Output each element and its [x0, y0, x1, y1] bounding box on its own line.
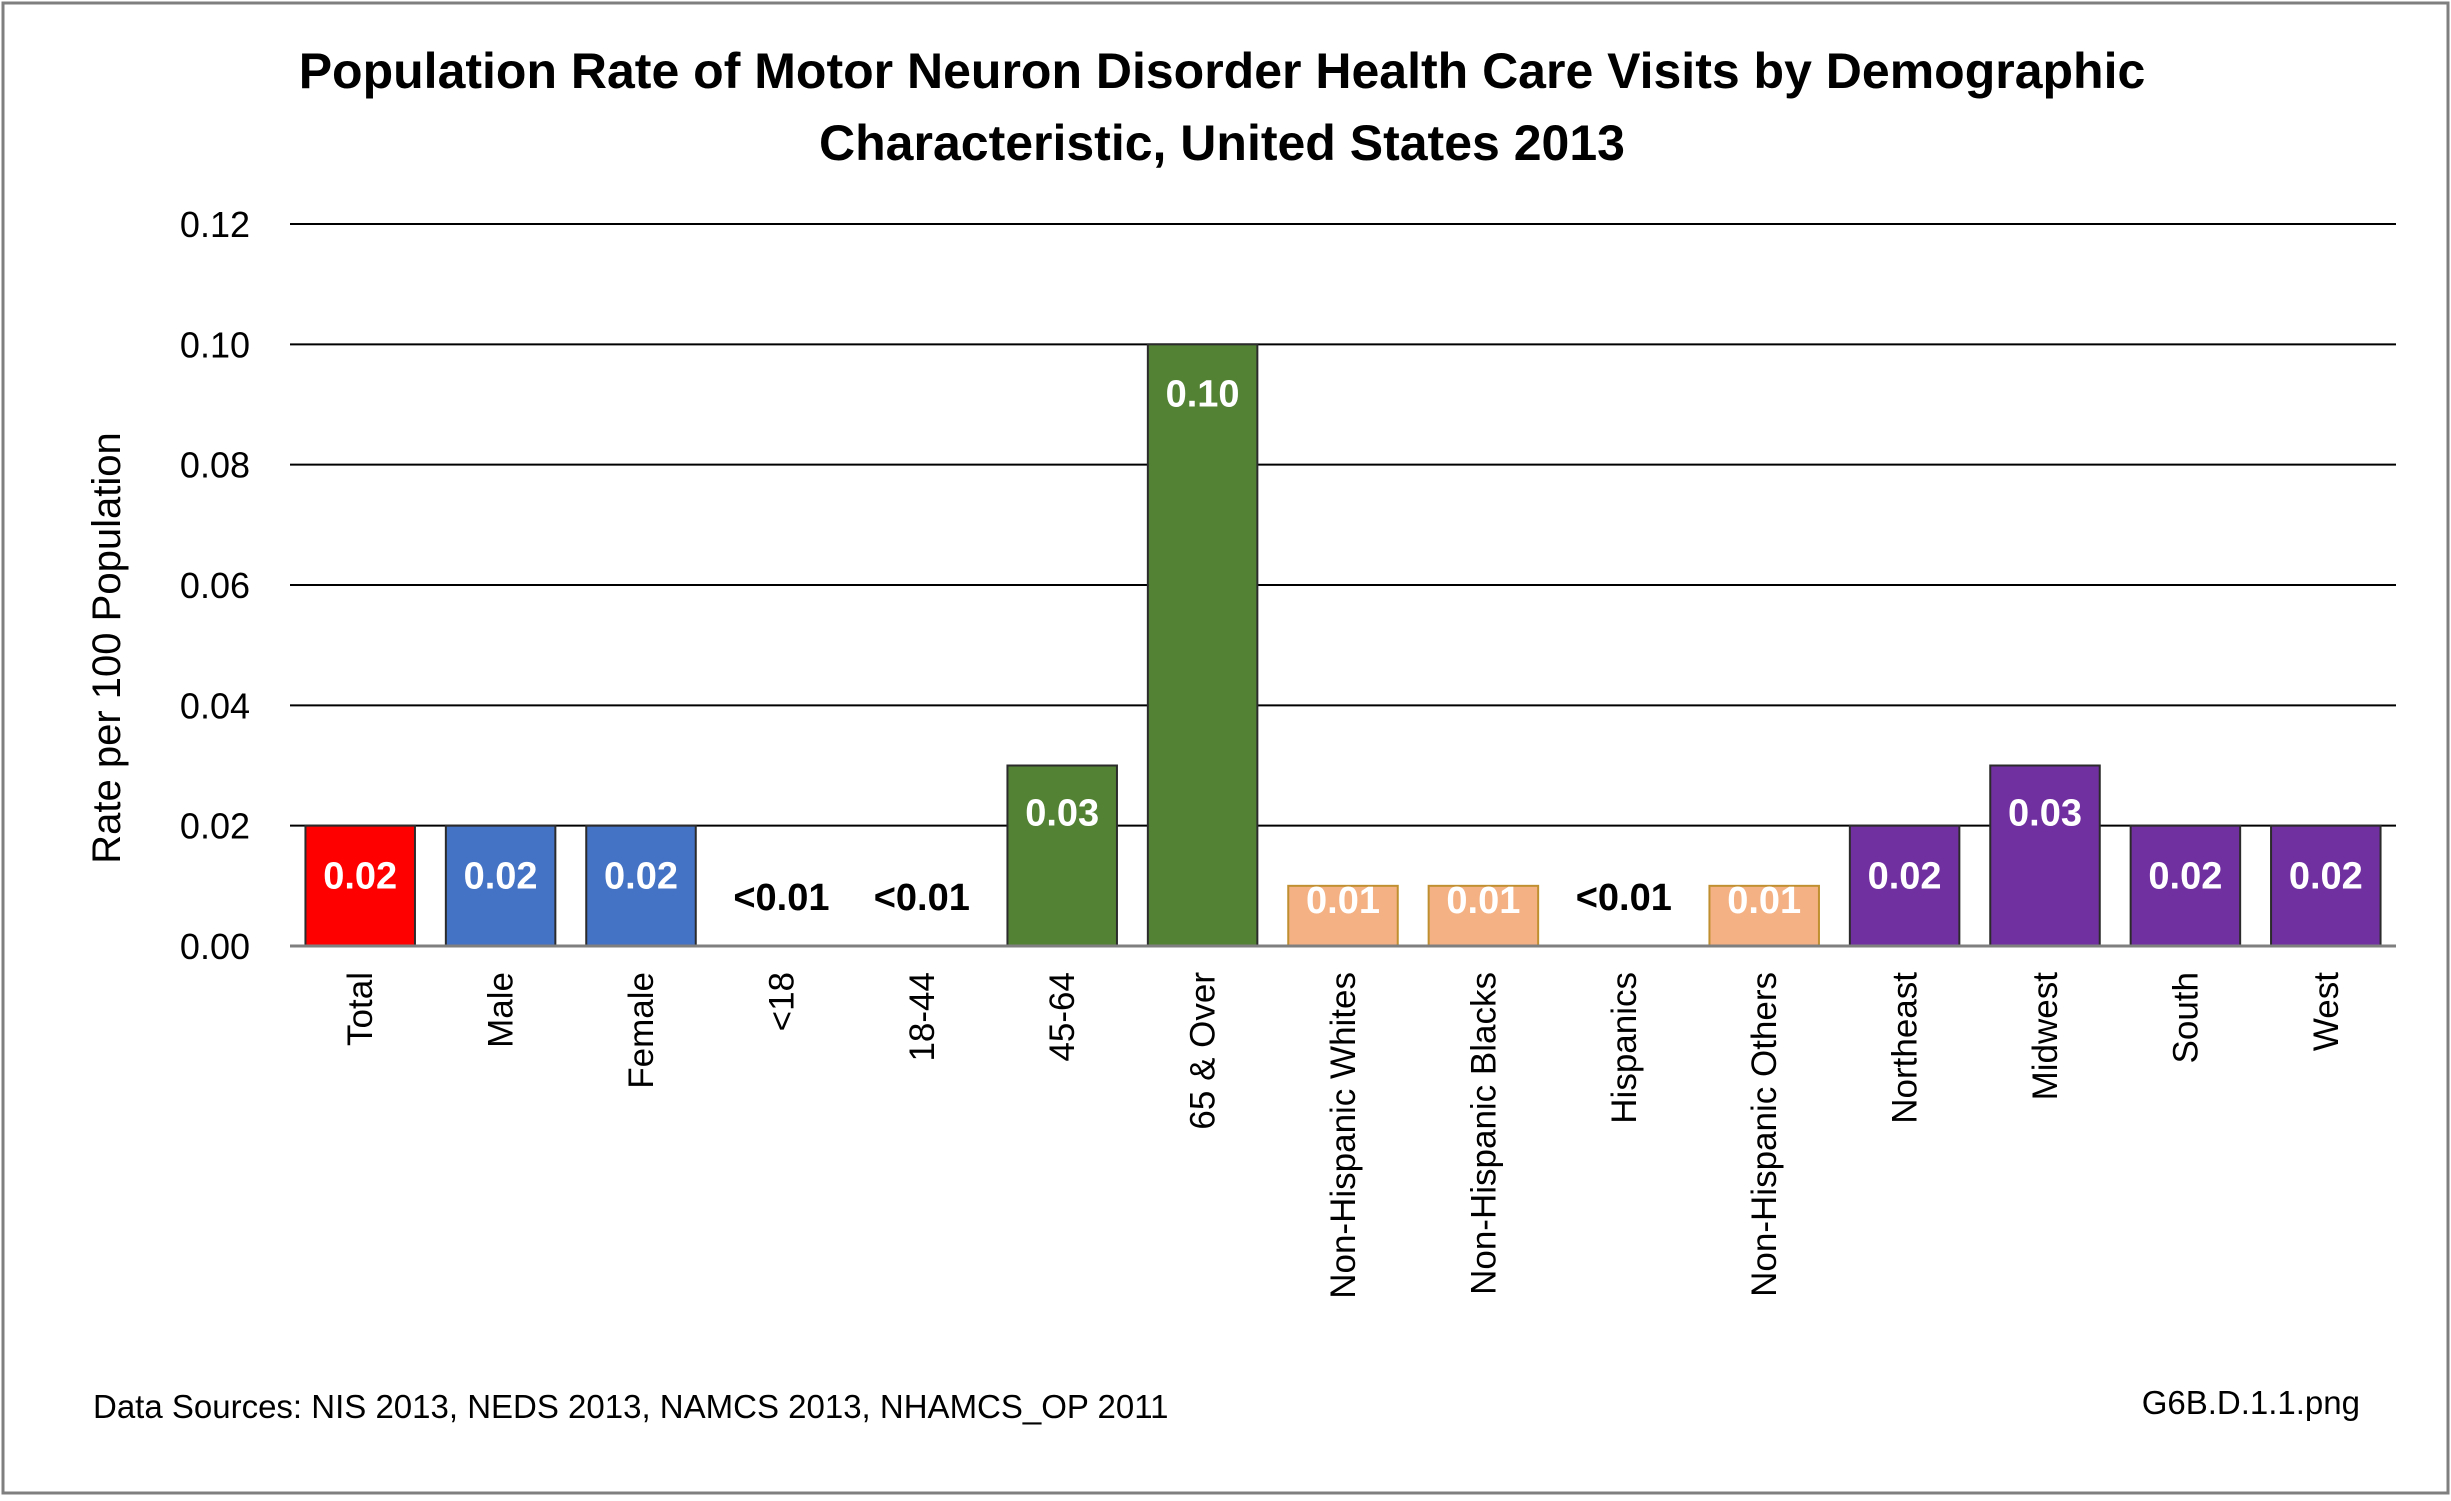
y-axis-label: Rate per 100 Population [85, 432, 129, 863]
x-tick-label: 65 & Over [1184, 972, 1223, 1130]
data-label: 0.02 [464, 856, 538, 898]
chart-title-line: Population Rate of Motor Neuron Disorder… [299, 43, 2146, 99]
bar [304, 824, 416, 948]
x-axis-ticks: Total Male Female <18 18-44 45-64 65 & Over Non… [341, 972, 2346, 1299]
bar [1427, 884, 1540, 947]
y-tick-label: 0.00 [180, 926, 250, 967]
x-tick-label: <18 [762, 972, 801, 1031]
data-label: 0.10 [1166, 373, 1240, 415]
data-label: <0.01 [733, 877, 829, 919]
x-tick-label: West [2307, 972, 2346, 1051]
y-tick-label: 0.10 [180, 324, 250, 365]
y-tick-label: 0.08 [180, 445, 250, 486]
x-tick-label: 45-64 [1043, 972, 1082, 1062]
y-axis-ticks: 0.00 0.02 0.04 0.06 0.08 0.10 0.12 [180, 204, 250, 967]
data-label: 0.01 [1446, 880, 1520, 922]
x-tick-label: Non-Hispanic Blacks [1464, 972, 1503, 1295]
x-tick-label: Hispanics [1605, 972, 1644, 1124]
x-tick-label: Non-Hispanic Whites [1324, 972, 1363, 1299]
data-label: 0.02 [2289, 856, 2363, 898]
x-tick-label: Midwest [2026, 972, 2065, 1101]
bars [304, 343, 2382, 948]
bar [1287, 884, 1399, 947]
data-labels: 0.02 0.02 0.02 <0.01 <0.01 0.03 0.10 0.01 0.01 <0… [323, 373, 2363, 922]
y-tick-label: 0.02 [180, 806, 250, 847]
chart-title: Population Rate of Motor Neuron Disorder… [299, 43, 2146, 171]
y-tick-label: 0.06 [180, 565, 250, 606]
x-tick-label: Total [341, 972, 380, 1046]
data-label: 0.02 [604, 856, 678, 898]
bar [1708, 884, 1820, 947]
x-tick-label: Northeast [1886, 972, 1925, 1124]
data-label: <0.01 [1576, 877, 1672, 919]
data-label: 0.02 [323, 856, 397, 898]
bar [2129, 824, 2242, 948]
footnote-sources: Data Sources: NIS 2013, NEDS 2013, NAMCS… [93, 1388, 1168, 1425]
x-tick-label: Non-Hispanic Others [1745, 972, 1784, 1297]
data-label: 0.01 [1727, 880, 1801, 922]
y-tick-label: 0.04 [180, 685, 250, 726]
bar [1848, 824, 1961, 948]
footnote-filename: G6B.D.1.1.png [2142, 1384, 2360, 1421]
data-label: 0.02 [1868, 856, 1942, 898]
data-label: 0.03 [2008, 793, 2082, 835]
bar [585, 824, 697, 948]
x-tick-label: Male [482, 972, 521, 1048]
chart-title-line: Characteristic, United States 2013 [819, 115, 1625, 171]
data-label: <0.01 [874, 877, 970, 919]
data-label: 0.02 [2148, 856, 2222, 898]
bar [1006, 764, 1118, 947]
bar [1989, 764, 2101, 947]
x-tick-label: 18-44 [903, 972, 942, 1062]
data-label: 0.01 [1306, 880, 1380, 922]
x-tick-label: Female [622, 972, 661, 1089]
data-label: 0.03 [1025, 793, 1099, 835]
bar [2270, 824, 2382, 948]
y-tick-label: 0.12 [180, 204, 250, 245]
bar [1146, 343, 1259, 948]
x-tick-label: South [2166, 972, 2205, 1063]
